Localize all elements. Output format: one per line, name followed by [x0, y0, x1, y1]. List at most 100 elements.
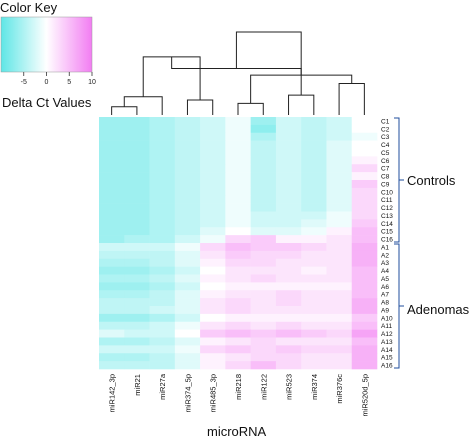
heatmap-cell — [301, 156, 327, 165]
heatmap-cell — [250, 219, 277, 228]
heatmap-cell — [99, 361, 125, 370]
row-label: A6 — [381, 284, 389, 291]
heatmap-cell — [326, 313, 353, 323]
heatmap-cell — [326, 361, 353, 370]
row-label: C11 — [381, 197, 393, 204]
heatmap-cell — [250, 235, 277, 244]
row-label: A2 — [381, 252, 389, 259]
heatmap-cell — [99, 290, 125, 299]
heatmap-cell — [351, 211, 378, 220]
row-label: C16 — [381, 237, 393, 244]
heatmap-cell — [149, 321, 176, 330]
heatmap-cell — [149, 258, 176, 267]
heatmap-cell — [250, 298, 277, 307]
heatmap-cell — [99, 195, 125, 204]
column-labels: miR142_3p miR21 miR27a miR374_5p miR485_3p mi… — [108, 373, 370, 416]
row-label: A5 — [381, 276, 389, 283]
heatmap-cell — [301, 219, 327, 228]
color-key-tick-label: 5 — [67, 79, 71, 86]
heatmap-cell — [200, 156, 226, 165]
heatmap-cell — [124, 187, 150, 197]
heatmap-cell — [326, 195, 353, 204]
heatmap-cell — [301, 187, 327, 197]
row-label: C15 — [381, 229, 393, 236]
heatmap-cell — [149, 266, 176, 275]
row-label: C14 — [381, 221, 393, 228]
heatmap-cell — [275, 353, 302, 362]
heatmap-cell — [99, 337, 125, 346]
heatmap-cell — [99, 243, 125, 252]
heatmap-cell — [326, 164, 353, 173]
heatmap-cell — [250, 195, 277, 204]
heatmap-cell — [301, 235, 327, 244]
heatmap-cell — [225, 140, 251, 149]
heatmap-cell — [99, 266, 125, 275]
heatmap-cell — [326, 172, 353, 181]
heatmap-cell — [124, 337, 150, 346]
heatmap-cell — [326, 235, 353, 244]
heatmap-cell — [99, 321, 125, 330]
group-brackets — [394, 117, 404, 369]
heatmap-cell — [275, 290, 302, 299]
heatmap-cell — [275, 313, 302, 323]
heatmap-cell — [124, 274, 150, 283]
heatmap-cell — [250, 306, 277, 315]
heatmap-cell — [225, 164, 251, 173]
heatmap-cell — [225, 172, 251, 181]
heatmap-cell — [149, 345, 176, 354]
heatmap-cell — [225, 195, 251, 204]
row-label: C13 — [381, 213, 393, 220]
color-key-ticks: -5 0 5 10 — [21, 72, 96, 86]
heatmap-cell — [99, 117, 125, 126]
group-bracket — [394, 243, 404, 369]
heatmap-cell — [225, 306, 251, 315]
heatmap-cell — [275, 266, 302, 275]
heatmap-cell — [99, 329, 125, 338]
heatmap-cell — [275, 187, 302, 197]
heatmap-cell — [351, 361, 378, 370]
heatmap-cell — [200, 361, 226, 370]
heatmap-cell — [124, 243, 150, 252]
heatmap-cell — [301, 140, 327, 149]
heatmap-cell — [124, 345, 150, 354]
heatmap-cell — [200, 329, 226, 338]
row-label: C5 — [381, 150, 390, 157]
heatmap-cell — [174, 219, 201, 228]
heatmap-cell — [174, 140, 201, 149]
heatmap-cell — [225, 353, 251, 362]
heatmap-cell — [99, 282, 125, 291]
heatmap-cell — [225, 250, 251, 260]
heatmap-cell — [301, 258, 327, 267]
heatmap-cell — [250, 250, 277, 260]
dendrogram-branch — [111, 106, 138, 115]
heatmap-cell — [124, 180, 150, 189]
heatmap-cell — [149, 148, 176, 157]
heatmap-cell — [351, 258, 378, 267]
heatmap-cell — [149, 306, 176, 315]
heatmap-cell — [351, 345, 378, 354]
heatmap-cell — [124, 258, 150, 267]
heatmap-cell — [200, 211, 226, 220]
heatmap-cell — [200, 345, 226, 354]
heatmap-cell — [124, 250, 150, 260]
heatmap-cell — [275, 298, 302, 307]
heatmap-cell — [326, 298, 353, 307]
heatmap-cell — [326, 187, 353, 197]
heatmap-cell — [149, 337, 176, 346]
heatmap-cell — [124, 235, 150, 244]
heatmap-cell — [200, 321, 226, 330]
heatmap-cell — [99, 345, 125, 354]
heatmap-cell — [174, 172, 201, 181]
row-labels: C1C2C3C4C5C6C7C8C9C10C11C12C13C14C15C16A… — [381, 118, 393, 369]
heatmap-cell — [174, 337, 201, 346]
heatmap-cell — [326, 117, 353, 126]
heatmap-cell — [275, 156, 302, 165]
heatmap-cell — [174, 187, 201, 197]
heatmap-cell — [326, 266, 353, 275]
heatmap-cell — [301, 353, 327, 362]
heatmap-cell — [301, 172, 327, 181]
heatmap-cell — [351, 132, 378, 141]
row-label: C3 — [381, 134, 390, 141]
heatmap-cell — [250, 203, 277, 212]
heatmap-cell — [174, 164, 201, 173]
